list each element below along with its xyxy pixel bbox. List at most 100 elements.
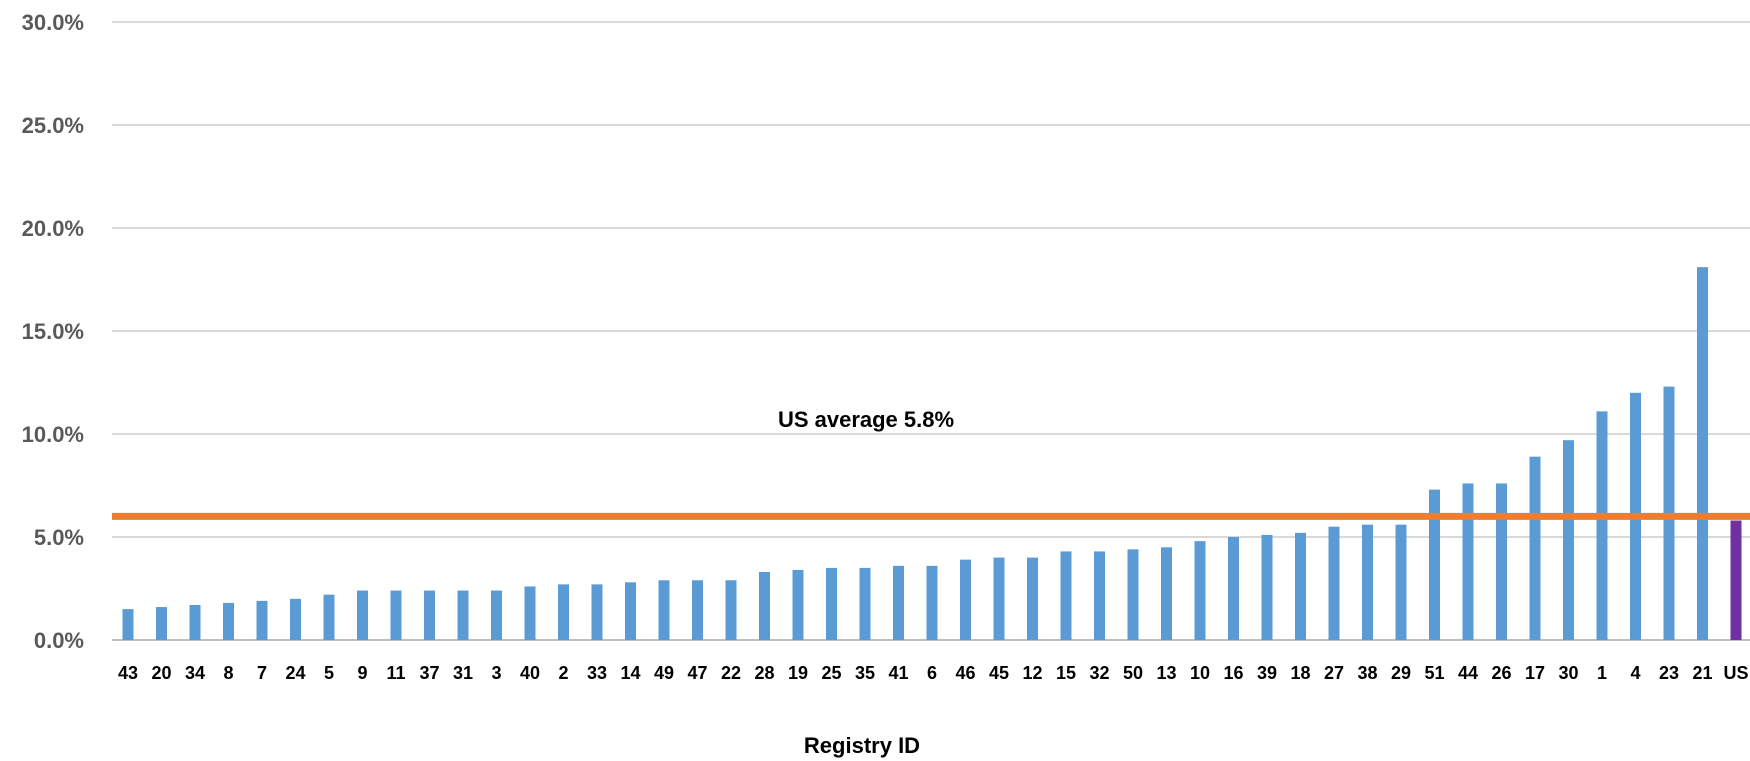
y-tick-label: 5.0%: [34, 525, 84, 550]
bar: [524, 586, 536, 640]
bar: [223, 602, 234, 640]
bar: [1563, 440, 1574, 640]
x-tick-label: 13: [1156, 663, 1176, 683]
bar: [1060, 551, 1072, 640]
x-tick-label: 21: [1692, 663, 1712, 683]
bar: [960, 559, 971, 640]
bar: [1194, 541, 1206, 640]
x-tick-label: 15: [1056, 663, 1076, 683]
bar: [725, 580, 737, 640]
bar: [1328, 526, 1340, 640]
x-tick-label: 14: [620, 663, 640, 683]
bar: [792, 569, 804, 640]
x-tick-label: 43: [118, 663, 138, 683]
x-tick-label: 2: [558, 663, 568, 683]
y-tick-label: 15.0%: [22, 319, 84, 344]
bar: [1127, 549, 1139, 640]
x-tick-label: 44: [1458, 663, 1478, 683]
x-tick-label: 3: [491, 663, 501, 683]
bar: [826, 567, 837, 640]
x-tick-label: 31: [453, 663, 473, 683]
x-tick-label: 12: [1022, 663, 1042, 683]
bar: [390, 590, 402, 640]
x-tick-label: 20: [151, 663, 171, 683]
x-tick-label: 51: [1424, 663, 1444, 683]
bar: [357, 590, 368, 640]
y-tick-label: 0.0%: [34, 628, 84, 653]
x-tick-label: 24: [285, 663, 305, 683]
x-tick-label: 34: [185, 663, 205, 683]
x-tick-label: 19: [788, 663, 808, 683]
bar: [859, 567, 871, 640]
us-average-annotation: US average 5.8%: [778, 407, 954, 432]
bar: [491, 590, 502, 640]
bar: [256, 600, 268, 640]
y-tick-label: 25.0%: [22, 113, 84, 138]
x-axis-title: Registry ID: [804, 733, 920, 758]
x-tick-label: 17: [1525, 663, 1545, 683]
x-tick-label: 32: [1089, 663, 1109, 683]
bar: [1429, 489, 1440, 640]
bar: [625, 582, 636, 640]
x-tick-label: 35: [855, 663, 875, 683]
bar-us: [1730, 520, 1742, 640]
x-tick-label: US: [1723, 663, 1748, 683]
bar: [323, 594, 335, 640]
bar: [759, 572, 770, 640]
bar: [1697, 267, 1708, 640]
bar: [290, 598, 301, 640]
x-tick-label: 8: [223, 663, 233, 683]
bar: [1228, 537, 1239, 640]
x-tick-label: 22: [721, 663, 741, 683]
x-tick-label: 38: [1357, 663, 1377, 683]
bar: [658, 580, 670, 640]
bar: [457, 590, 469, 640]
x-tick-label: 39: [1257, 663, 1277, 683]
x-tick-label: 11: [386, 663, 405, 683]
y-tick-label: 30.0%: [22, 10, 84, 35]
x-tick-label: 7: [257, 663, 267, 683]
bar: [558, 584, 569, 640]
bar: [1529, 456, 1541, 640]
x-tick-label: 47: [687, 663, 707, 683]
bar: [993, 557, 1005, 640]
y-tick-label: 10.0%: [22, 422, 84, 447]
x-tick-label: 50: [1123, 663, 1143, 683]
x-tick-label: 28: [754, 663, 774, 683]
bar: [424, 590, 435, 640]
x-tick-label: 26: [1491, 663, 1511, 683]
x-tick-label: 46: [955, 663, 975, 683]
bar: [893, 565, 904, 640]
x-tick-label: 29: [1391, 663, 1411, 683]
bar: [122, 609, 134, 640]
x-tick-label: 27: [1324, 663, 1344, 683]
x-tick-label: 23: [1659, 663, 1679, 683]
x-tick-label: 4: [1630, 663, 1640, 683]
bar: [1261, 534, 1273, 640]
bar: [692, 580, 703, 640]
bar: [1395, 524, 1407, 640]
x-tick-label: 9: [357, 663, 367, 683]
x-tick-label: 41: [888, 663, 908, 683]
x-tick-label: 6: [927, 663, 937, 683]
bar: [1496, 483, 1507, 640]
bar: [1362, 524, 1373, 640]
x-axis-ticks: 43 20 34 8 7 24 5 9 11 37 31 3 40 2 33 14 49 47 22 28 19 25 35…: [118, 663, 1749, 683]
bar: [591, 584, 603, 640]
x-tick-label: 5: [324, 663, 334, 683]
x-tick-label: 25: [821, 663, 841, 683]
bar: [926, 565, 938, 640]
y-axis-ticks: 0.0% 5.0% 10.0% 15.0% 20.0% 25.0% 30.0%: [22, 10, 84, 653]
bar: [1161, 547, 1172, 640]
x-tick-label: 49: [654, 663, 674, 683]
x-tick-label: 37: [419, 663, 439, 683]
bar: [1462, 483, 1474, 640]
y-tick-label: 20.0%: [22, 216, 84, 241]
x-tick-label: 10: [1190, 663, 1210, 683]
bar: [1295, 532, 1306, 640]
bar: [189, 604, 201, 640]
bars: [122, 267, 1742, 640]
bar: [1596, 411, 1608, 640]
x-tick-label: 45: [989, 663, 1009, 683]
